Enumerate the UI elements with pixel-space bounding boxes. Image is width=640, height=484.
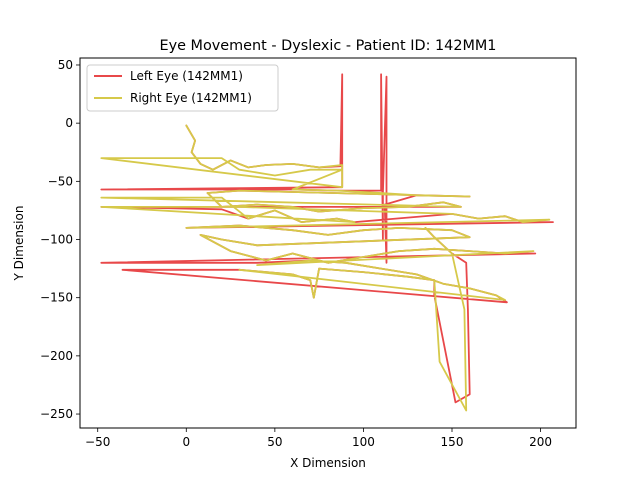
x-tick-label: −50 (85, 435, 110, 449)
chart-title: Eye Movement - Dyslexic - Patient ID: 14… (160, 38, 497, 54)
y-tick-label: −50 (48, 174, 73, 188)
x-tick-label: 150 (441, 435, 464, 449)
y-tick-label: −200 (40, 349, 73, 363)
y-tick-label: 0 (65, 116, 73, 130)
series-line-left-eye (100, 73, 554, 404)
y-tick-label: −100 (40, 233, 73, 247)
y-axis: 50 0 −50 −100 −150 −200 −250 (40, 58, 80, 421)
x-tick-label: 50 (267, 435, 282, 449)
y-axis-label: Y Dimension (12, 206, 26, 282)
series-line-right-eye (100, 124, 551, 412)
y-tick-label: −250 (40, 407, 73, 421)
x-tick-label: 0 (182, 435, 190, 449)
legend-label-left-eye: Left Eye (142MM1) (130, 69, 243, 83)
x-axis: −50 0 50 100 150 200 (85, 428, 552, 449)
plot-frame (79, 57, 577, 429)
legend-box (86, 64, 279, 112)
legend-label-right-eye: Right Eye (142MM1) (130, 91, 252, 105)
y-tick-label: −150 (40, 291, 73, 305)
x-tick-label: 100 (352, 435, 375, 449)
x-axis-label: X Dimension (290, 456, 366, 470)
x-tick-label: 200 (529, 435, 552, 449)
plot-content (100, 73, 554, 412)
y-tick-label: 50 (58, 58, 73, 72)
legend: Left Eye (142MM1) Right Eye (142MM1) (86, 64, 279, 112)
